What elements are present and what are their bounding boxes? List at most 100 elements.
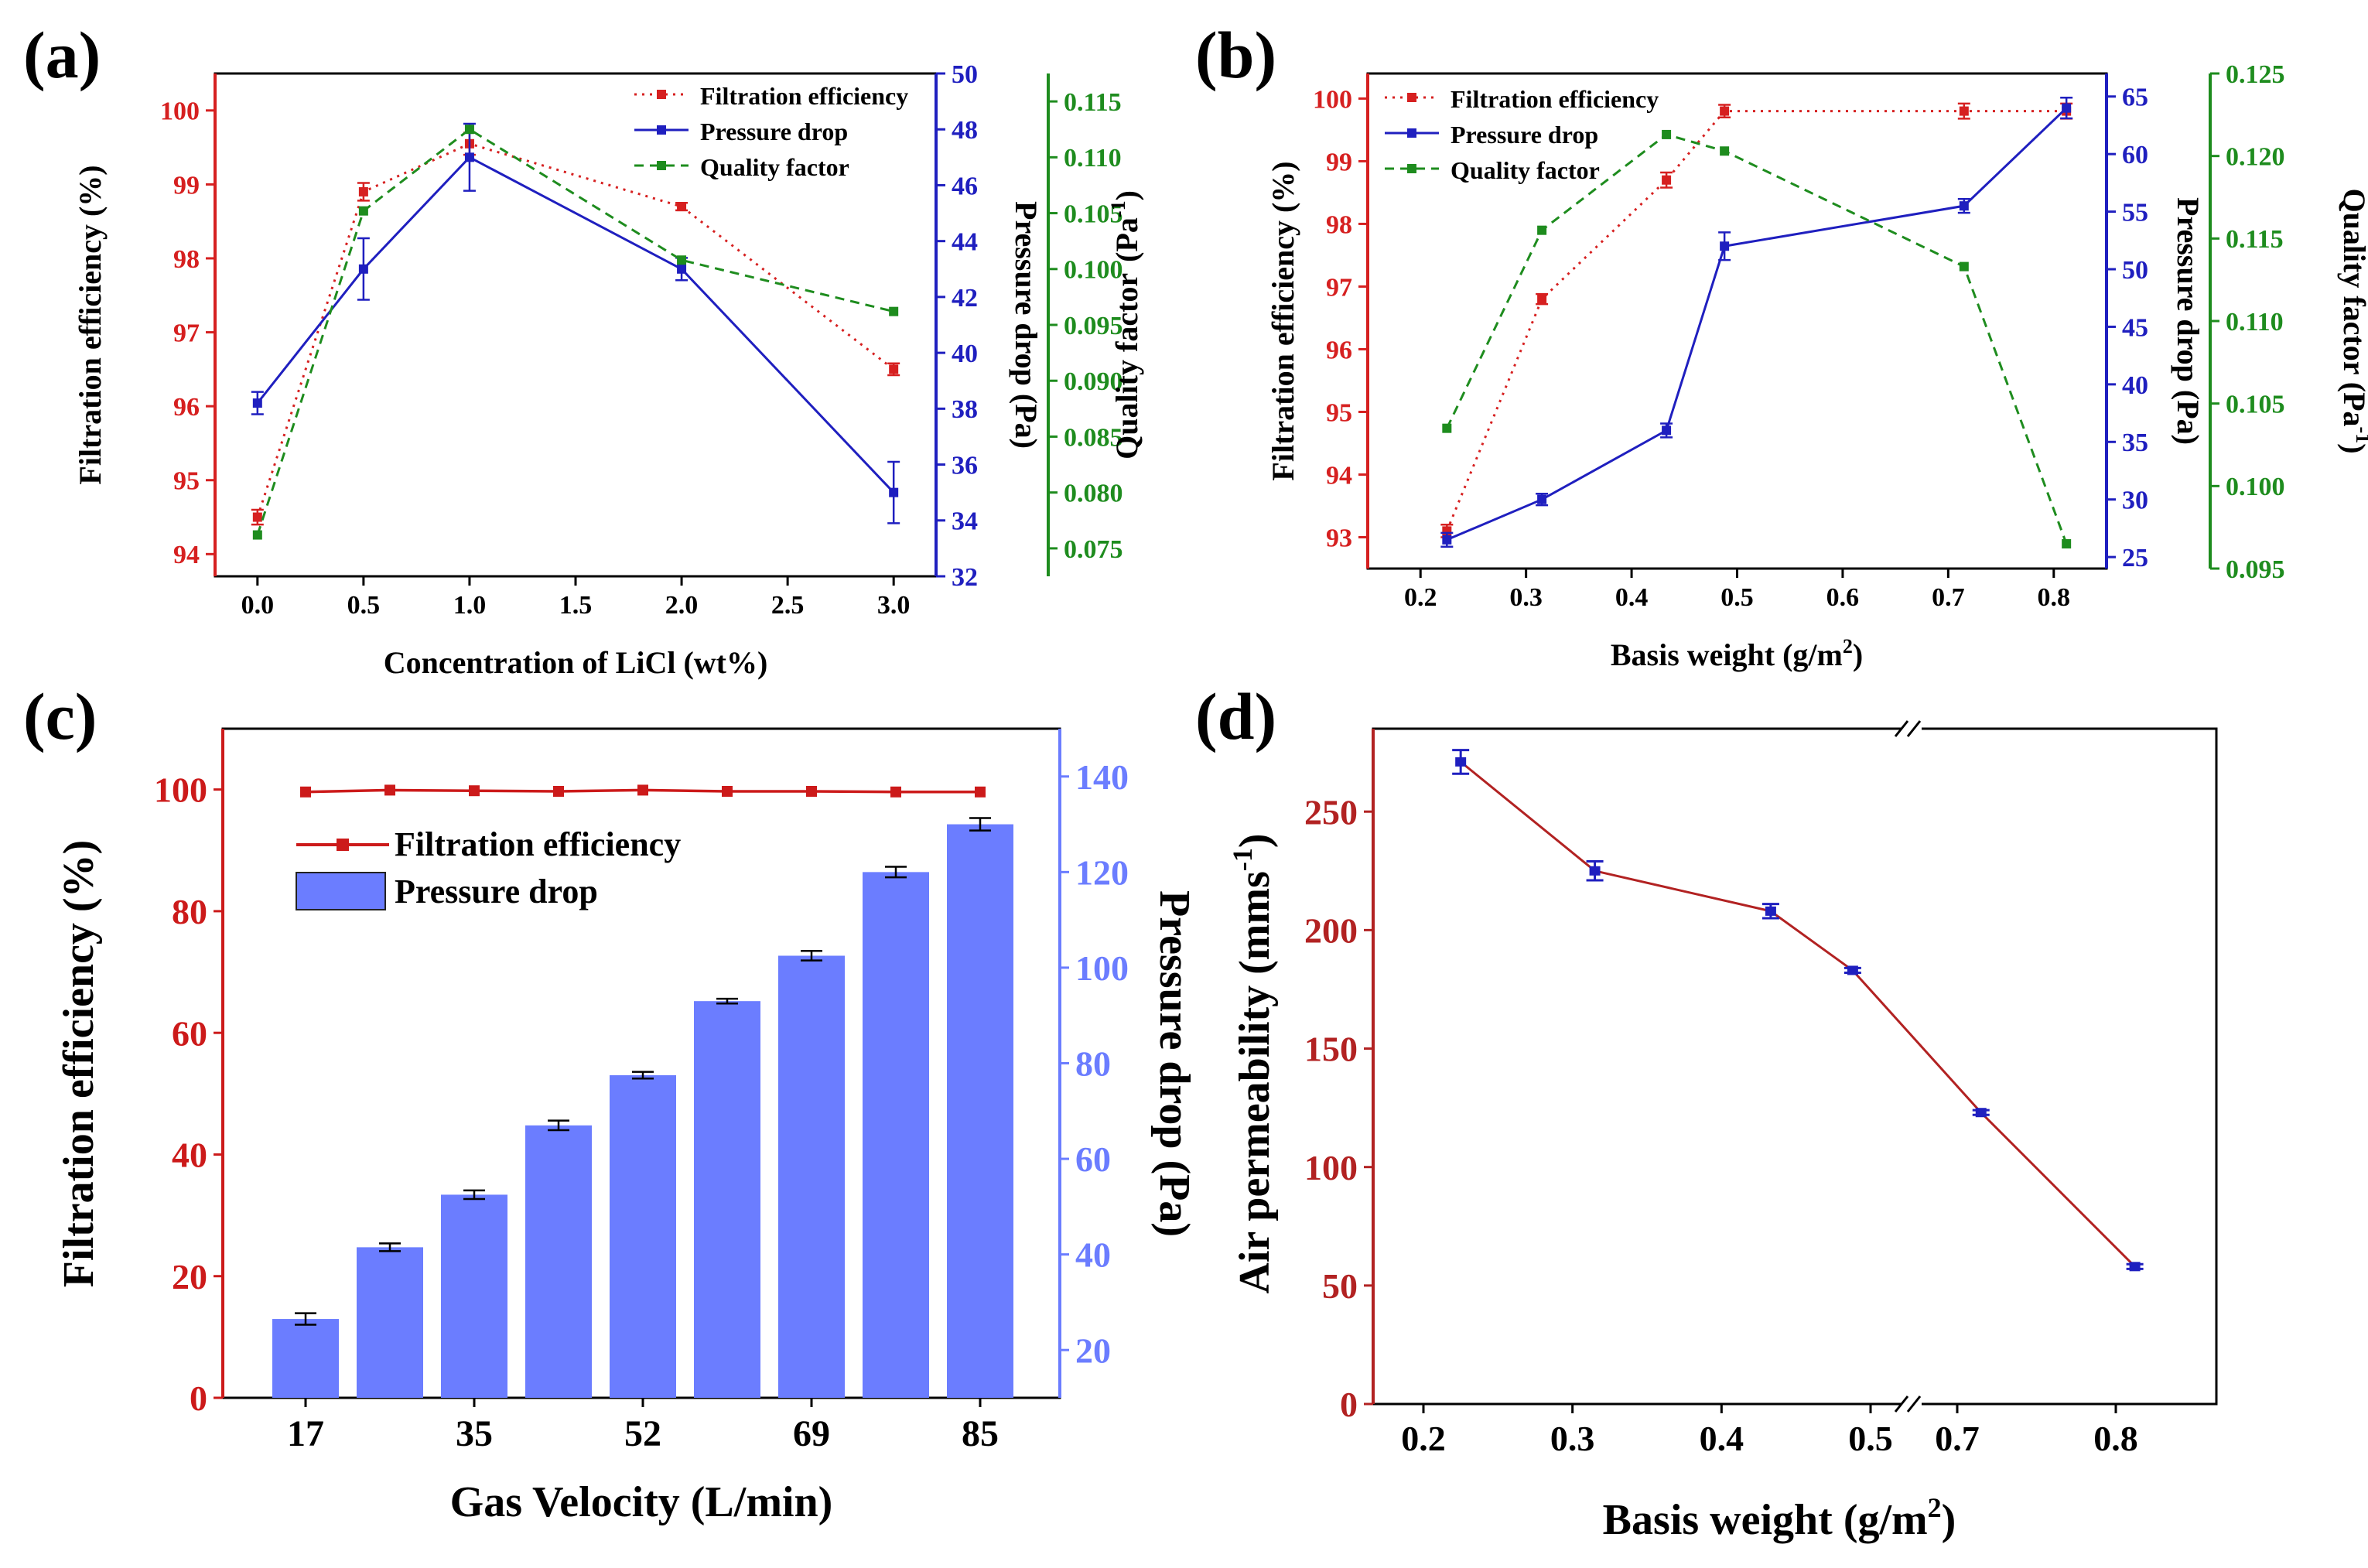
a-y2-tick-label-2: 36 xyxy=(952,451,978,480)
panel-b-x-label: Basis weight (g/m2) xyxy=(1611,635,1863,672)
legend-a-pd-label: Pressure drop xyxy=(700,118,848,145)
a-quality-factor-line xyxy=(256,128,894,536)
panel-label-d: (d) xyxy=(1195,679,1276,753)
c-pressure-bar-6 xyxy=(778,955,845,1398)
c-pressure-bar-5 xyxy=(694,1001,760,1398)
d-x-tick-label-2: 0.4 xyxy=(1700,1419,1744,1458)
c-y2-tick-label-3: 80 xyxy=(1075,1044,1111,1084)
d-y-tick-label-0: 0 xyxy=(1340,1385,1358,1424)
b-x-tick-label-1: 0.3 xyxy=(1509,583,1543,612)
b-quality-factor-point-0 xyxy=(1442,423,1452,433)
b-pressure-drop-point-3 xyxy=(1720,241,1730,251)
d-x-tick-label-4: 0.7 xyxy=(1935,1419,1980,1458)
a-pressure-drop-point-4 xyxy=(889,487,899,497)
a-quality-factor-point-0 xyxy=(252,530,262,540)
a-y2-tick-label-4: 40 xyxy=(952,340,978,368)
a-y2-tick-label-0: 32 xyxy=(952,563,978,592)
a-y1-tick-label-0: 94 xyxy=(173,541,200,569)
panel-d-y-label-sup: -1 xyxy=(1227,848,1258,871)
d-x-tick-label-3: 0.5 xyxy=(1848,1419,1893,1458)
a-pressure-drop-point-0 xyxy=(252,398,262,408)
c-pressure-bar-2 xyxy=(441,1194,507,1398)
legend-b-pd-label: Pressure drop xyxy=(1451,121,1598,149)
b-y2-tick-label-4: 45 xyxy=(2122,313,2148,342)
a-filtration-efficiency-point-0 xyxy=(252,512,262,522)
panel-b-x-label-sup: 2 xyxy=(1843,635,1853,658)
panel-label-c: (c) xyxy=(23,679,97,753)
d-permeability-point-5 xyxy=(2129,1262,2141,1272)
panel-c-legend: Filtration efficiency Pressure drop xyxy=(296,825,681,910)
b-pressure-drop-line xyxy=(1446,107,2068,541)
b-filtration-efficiency-point-4 xyxy=(1959,106,1969,116)
panel-a-y3-label-close: ) xyxy=(1109,190,1144,200)
d-permeability-point-3 xyxy=(1847,965,1858,975)
b-pressure-drop-point-0 xyxy=(1442,535,1452,545)
a-y3-tick-label-0: 0.075 xyxy=(1064,535,1123,564)
c-y1-tick-label-4: 80 xyxy=(172,892,207,931)
c-y1-tick-label-1: 20 xyxy=(172,1257,207,1296)
c-y2-tick-label-6: 140 xyxy=(1075,757,1129,797)
b-filtration-efficiency-point-2 xyxy=(1662,175,1672,185)
b-quality-factor-line xyxy=(1445,133,2068,545)
b-y1-tick-label-1: 94 xyxy=(1326,461,1352,490)
b-y2-tick-label-6: 55 xyxy=(2122,199,2148,227)
a-filtration-efficiency-line xyxy=(256,142,895,518)
b-x-tick-label-4: 0.6 xyxy=(1826,583,1860,612)
panel-d-top-break-gap xyxy=(1902,716,1922,742)
panel-d-top-break-mark-2 xyxy=(1906,720,1922,737)
panel-d-x-label: Basis weight (g/m2) xyxy=(1603,1492,1956,1544)
legend-b-fe-marker xyxy=(1407,93,1416,102)
panel-b-x-label-close: ) xyxy=(1853,637,1863,672)
a-y1-tick-label-5: 99 xyxy=(173,171,200,200)
panel-a-x-label: Concentration of LiCl (wt%) xyxy=(384,645,768,680)
a-y2-tick-label-9: 50 xyxy=(952,60,978,89)
b-y2-tick-label-3: 40 xyxy=(2122,371,2148,400)
panel-a-y3-label-unit: (Pa xyxy=(1109,217,1144,262)
panel-c-x-label: Gas Velocity (L/min) xyxy=(450,1478,833,1526)
a-y2-tick-label-3: 38 xyxy=(952,395,978,424)
b-y2-tick-label-8: 65 xyxy=(2122,84,2148,112)
panel-c-y2-label: Pressure drop (Pa) xyxy=(1150,890,1198,1237)
a-y3-tick-label-1: 0.080 xyxy=(1064,480,1123,508)
panel-label-a: (a) xyxy=(23,18,101,92)
d-permeability-point-4 xyxy=(1975,1108,1987,1118)
a-pressure-drop-point-3 xyxy=(677,264,687,274)
panel-b-y2-label: Pressure drop (Pa) xyxy=(2171,197,2206,445)
panel-a-legend: Filtration efficiency Pressure drop Qual… xyxy=(634,82,908,181)
d-permeability-point-2 xyxy=(1765,906,1776,916)
a-y3-tick-label-7: 0.110 xyxy=(1064,144,1122,173)
b-y3-tick-label-5: 0.120 xyxy=(2226,143,2285,172)
d-x-tick-label-0: 0.2 xyxy=(1401,1419,1446,1458)
c-y1-tick-label-2: 40 xyxy=(172,1136,207,1175)
b-y3-tick-label-1: 0.100 xyxy=(2226,473,2285,501)
a-y1-tick-label-6: 100 xyxy=(160,97,200,126)
b-y1-tick-label-4: 97 xyxy=(1326,273,1352,302)
b-pressure-drop-point-4 xyxy=(1959,201,1969,211)
c-y2-tick-label-5: 120 xyxy=(1075,852,1129,892)
b-x-tick-label-3: 0.5 xyxy=(1720,583,1754,612)
c-pressure-bar-1 xyxy=(357,1247,423,1398)
b-y3-tick-label-4: 0.115 xyxy=(2226,225,2284,254)
c-y2-tick-label-2: 60 xyxy=(1075,1139,1111,1179)
a-y1-tick-label-4: 98 xyxy=(173,245,200,274)
d-permeability-point-1 xyxy=(1589,866,1601,876)
c-y2-tick-label-1: 40 xyxy=(1075,1235,1111,1275)
panel-d-bottom-break-mark-2 xyxy=(1906,1395,1922,1413)
d-y-tick-label-3: 150 xyxy=(1304,1030,1358,1069)
b-quality-factor-point-5 xyxy=(2062,539,2072,548)
a-y3-tick-label-2: 0.085 xyxy=(1064,423,1123,452)
b-x-tick-label-5: 0.7 xyxy=(1932,583,1965,612)
a-y2-tick-label-7: 46 xyxy=(952,172,978,200)
panel-b-y1-label: Filtration efficiency (%) xyxy=(1266,161,1300,480)
panel-d-y-label-close: ) xyxy=(1231,833,1279,848)
b-y2-tick-label-2: 35 xyxy=(2122,429,2148,457)
b-y1-tick-label-6: 99 xyxy=(1326,148,1352,176)
panel-d-y-label: Air permeability (mms-1) xyxy=(1227,833,1279,1293)
a-filtration-efficiency-point-4 xyxy=(889,364,899,374)
a-x-tick-label-3: 1.5 xyxy=(559,591,593,620)
panel-d-bottom-break-gap xyxy=(1902,1391,1922,1417)
b-y2-tick-label-5: 50 xyxy=(2122,256,2148,285)
panel-b-y3-label-sup: -1 xyxy=(2352,427,2368,444)
panel-b-legend: Filtration efficiency Pressure drop Qual… xyxy=(1385,85,1659,184)
c-x-tick-label-2: 52 xyxy=(624,1413,661,1454)
